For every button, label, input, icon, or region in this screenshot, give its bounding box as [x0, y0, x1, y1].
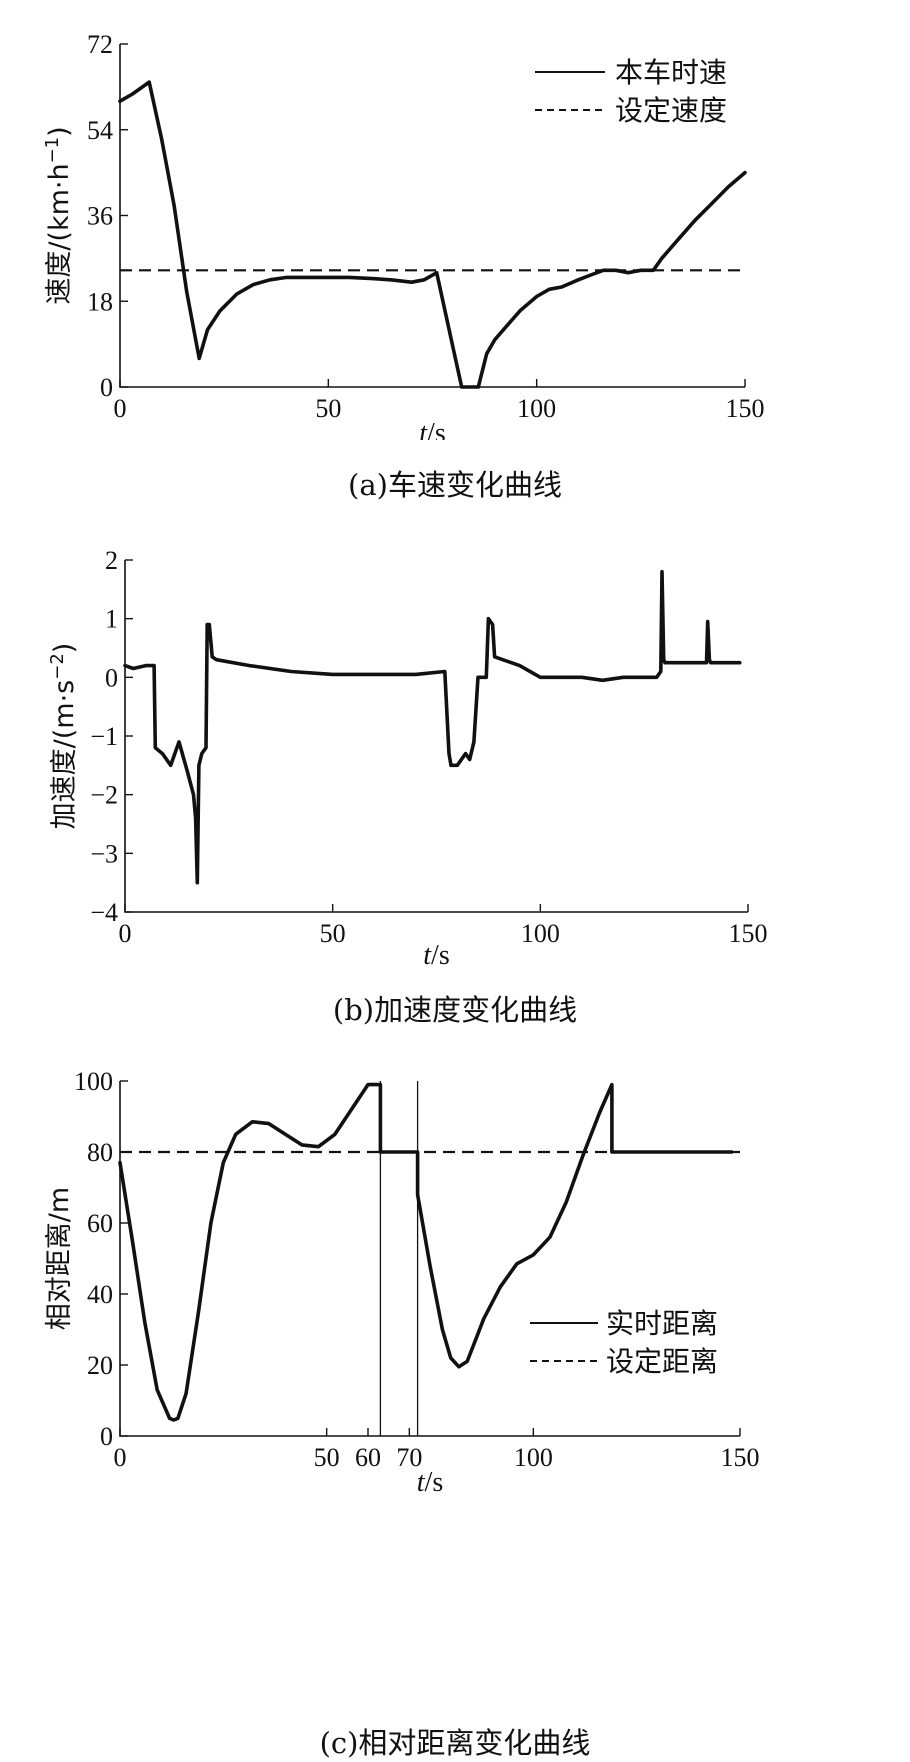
y-axis-label: 加速度/(m·s−2) [47, 643, 80, 830]
series-line-a-0 [118, 80, 747, 389]
x-axis-label: t/s [419, 418, 445, 440]
series-line-c-0 [118, 1082, 734, 1422]
y-tick-label: −3 [90, 839, 118, 868]
y-tick-label: 40 [87, 1280, 113, 1309]
y-tick-label: 0 [100, 373, 113, 402]
y-tick-label: 72 [87, 30, 113, 59]
chart-panel-b: −4 −3 −2 −1 0 1 2 0 50 100 150 t/s 加速度/(m·s−2) [0, 540, 910, 980]
axes-b [124, 560, 748, 913]
x-tick-label: 100 [514, 1443, 553, 1472]
y-tick-label: 0 [100, 1422, 113, 1451]
chart-panel-c: 0 20 40 60 80 100 0 50 60 70 100 150 t/s 相对距离/m 实时距离设定… [0, 1065, 910, 1505]
acceleration-chart: −4 −3 −2 −1 0 1 2 0 50 100 150 t/s 加速度/(m·s−2) [47, 546, 768, 971]
x-tick-label: 50 [320, 919, 346, 948]
legend-label: 设定距离 [606, 1345, 718, 1378]
x-tick-label: 0 [119, 919, 132, 948]
y-tick-label: 0 [105, 663, 118, 692]
x-tick-label: 50 [315, 394, 341, 423]
x-tick-label: 50 [314, 1443, 340, 1472]
distance-chart: 0 20 40 60 80 100 0 50 60 70 100 150 t/s 相对距离/m 实时距离设定… [44, 1067, 760, 1498]
x-tick-label: 150 [726, 394, 765, 423]
x-tick-label: 150 [729, 919, 768, 948]
legend-label: 实时距离 [606, 1307, 718, 1340]
y-tick-label: −4 [90, 898, 118, 927]
caption-a: (a)车速变化曲线 [348, 468, 562, 502]
x-tick-label: 150 [721, 1443, 760, 1472]
caption-b: (b)加速度变化曲线 [332, 993, 578, 1027]
legend-label: 本车时速 [615, 56, 727, 89]
caption-c: (c)相对距离变化曲线 [319, 1726, 591, 1760]
y-tick-label: 2 [105, 546, 118, 575]
legend-label: 设定速度 [615, 94, 727, 127]
y-tick-label: 60 [87, 1209, 113, 1238]
x-tick-label: 0 [114, 394, 127, 423]
y-axis-label: 速度/(km·h−1) [42, 126, 75, 304]
x-axis-label: t/s [417, 1467, 443, 1498]
y-tick-label: 18 [87, 287, 113, 316]
y-tick-label: 80 [87, 1138, 113, 1167]
y-axis-label: 相对距离/m [44, 1187, 75, 1330]
x-axis-label: t/s [423, 940, 449, 971]
x-tick-label: 60 [355, 1443, 381, 1472]
x-tick-label: 0 [114, 1443, 127, 1472]
y-tick-label: 36 [87, 202, 113, 231]
y-tick-label: 20 [87, 1351, 113, 1380]
y-tick-label: 54 [87, 116, 113, 145]
chart-panel-a: 0 18 36 54 72 0 50 100 150 t/s 速度/(km·h−1) 本车时速设定速度 [0, 0, 910, 440]
x-tick-label: 70 [396, 1443, 422, 1472]
y-tick-label: −1 [90, 722, 118, 751]
y-tick-label: 100 [74, 1067, 113, 1096]
y-tick-label: 1 [105, 605, 118, 634]
series-line-b-0 [123, 569, 742, 885]
x-tick-label: 100 [521, 919, 560, 948]
x-tick-label: 100 [517, 394, 556, 423]
y-tick-label: −2 [90, 781, 118, 810]
